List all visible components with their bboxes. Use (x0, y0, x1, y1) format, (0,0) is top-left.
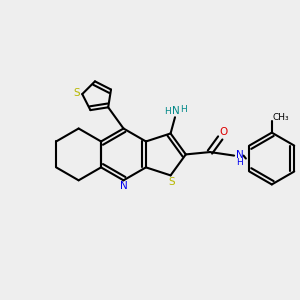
Text: S: S (169, 177, 176, 187)
Text: S: S (74, 88, 80, 98)
Text: N: N (120, 181, 128, 191)
Text: H: H (236, 158, 243, 167)
Text: CH₃: CH₃ (273, 112, 290, 122)
Text: N: N (172, 106, 179, 116)
Text: O: O (219, 127, 227, 137)
Text: H: H (181, 105, 187, 114)
Text: H: H (164, 107, 170, 116)
Text: N: N (236, 150, 243, 160)
